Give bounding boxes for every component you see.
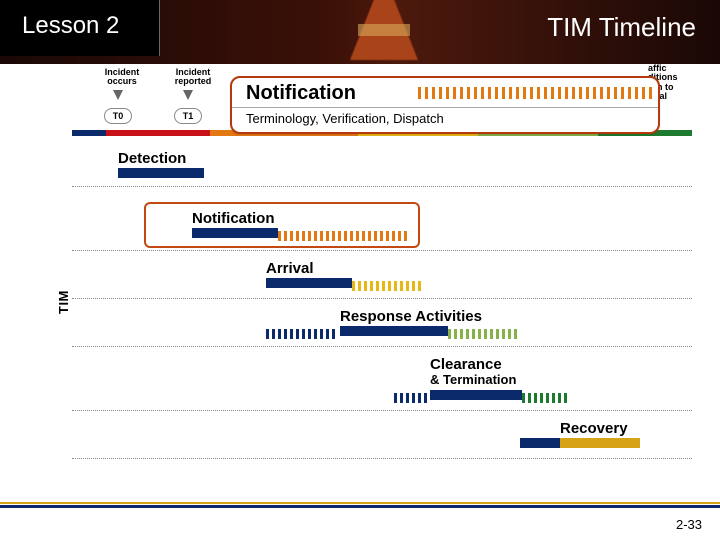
lesson-box: Lesson 2 <box>0 0 160 56</box>
incident-pointer <box>183 90 193 100</box>
strip-seg-navy <box>72 130 106 136</box>
phase-bar-response <box>340 326 448 336</box>
phase-bar-recovery-b <box>560 438 640 448</box>
incident-label-occurs: Incidentoccurs <box>100 68 144 87</box>
phase-bar-recovery-a <box>520 438 560 448</box>
page-number: 2-33 <box>676 517 702 532</box>
notification-callout: Notification Terminology, Verification, … <box>230 76 660 134</box>
phase-hash-pre-response <box>266 326 338 336</box>
callout-subtitle: Terminology, Verification, Dispatch <box>232 107 658 130</box>
phase-sub-clearance: & Termination <box>430 372 516 387</box>
incident-label-reported: Incidentreported <box>168 68 218 87</box>
slide-title: TIM Timeline <box>547 12 696 43</box>
timeline-diagram: TIM Incidentoccurs Incidentreported affi… <box>0 64 720 494</box>
divider <box>72 458 692 459</box>
phase-title-notification: Notification <box>192 210 275 227</box>
phase-hash-clearance <box>522 390 570 400</box>
slide: Lesson 2 TIM Timeline TIM Incidentoccurs… <box>0 0 720 540</box>
phase-hash-notification <box>278 228 410 238</box>
divider <box>72 410 692 411</box>
callout-hash <box>418 86 656 98</box>
t1-marker: T1 <box>174 108 202 124</box>
footer-line-navy <box>0 505 720 508</box>
divider <box>72 298 692 299</box>
phase-hash-response <box>448 326 520 336</box>
y-axis-label: TIM <box>56 290 71 314</box>
divider <box>72 250 692 251</box>
traffic-cone-stripe <box>358 24 410 36</box>
divider <box>72 186 692 187</box>
phase-bar-detection <box>118 168 204 178</box>
phase-title-recovery: Recovery <box>560 420 628 437</box>
phase-title-detection: Detection <box>118 150 186 167</box>
phase-bar-arrival <box>266 278 352 288</box>
slide-header: Lesson 2 TIM Timeline <box>0 0 720 64</box>
phase-hash-arrival <box>352 278 424 288</box>
footer-line-gold <box>0 502 720 504</box>
divider <box>72 346 692 347</box>
phase-hash-pre-clearance <box>394 390 430 400</box>
phase-title-arrival: Arrival <box>266 260 314 277</box>
strip-seg-red <box>106 130 210 136</box>
phase-title-response: Response Activities <box>340 308 482 325</box>
notification-highlight <box>144 202 420 248</box>
incident-pointer <box>113 90 123 100</box>
lesson-label: Lesson 2 <box>0 0 159 40</box>
phase-bar-clearance <box>430 390 522 400</box>
t0-marker: T0 <box>104 108 132 124</box>
phase-title-clearance: Clearance <box>430 356 502 373</box>
phase-bar-notification <box>192 228 278 238</box>
